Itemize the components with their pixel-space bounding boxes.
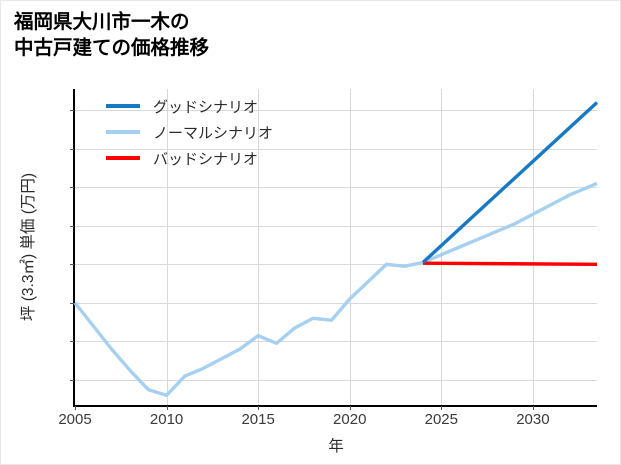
x-tick-label: 2025	[424, 411, 458, 428]
legend-label: バッドシナリオ	[153, 150, 259, 168]
y-tick-mark	[70, 264, 74, 266]
gridline-y	[75, 341, 597, 343]
y-tick-mark	[70, 379, 74, 381]
gridline-y	[75, 225, 597, 227]
x-tick-mark	[441, 406, 443, 410]
y-axis-title: 坪 (3.3㎡) 単価 (万円)	[20, 172, 37, 322]
gridline-y	[75, 379, 597, 381]
legend-item[interactable]: グッドシナリオ	[106, 93, 306, 119]
series-line	[422, 261, 598, 267]
y-tick-mark	[70, 225, 74, 227]
legend-color-swatch	[106, 130, 140, 134]
x-tick-mark	[166, 406, 168, 410]
legend-label: グッドシナリオ	[153, 98, 259, 116]
legend-color-swatch	[106, 104, 140, 108]
y-axis-spine	[73, 89, 75, 405]
x-tick-label: 2005	[58, 411, 92, 428]
gridline-y	[75, 187, 597, 189]
legend-item[interactable]: ノーマルシナリオ	[106, 119, 306, 145]
x-axis-title: 年	[328, 438, 344, 455]
y-tick-mark	[70, 302, 74, 304]
data-lines	[73, 101, 599, 398]
x-tick-mark	[532, 406, 534, 410]
y-tick-mark	[70, 187, 74, 189]
x-axis-spine	[73, 405, 597, 407]
x-tick-label: 2020	[333, 411, 367, 428]
chart-legend: グッドシナリオ ノーマルシナリオ バッドシナリオ	[106, 93, 306, 171]
x-tick-label: 2030	[516, 411, 550, 428]
gridline-y	[75, 148, 597, 150]
x-tick-label: 2010	[149, 411, 184, 428]
gridline-x	[532, 89, 534, 405]
plot-background	[75, 89, 597, 405]
legend-item[interactable]: バッドシナリオ	[106, 145, 306, 171]
gridline-x	[349, 89, 351, 405]
y-tick-mark	[70, 148, 74, 150]
gridline-y	[75, 302, 597, 304]
x-tick-mark	[75, 406, 76, 410]
gridline-y	[75, 110, 597, 112]
x-tick-label: 2015	[241, 411, 275, 428]
legend-label: ノーマルシナリオ	[153, 124, 274, 142]
gridline-y	[75, 264, 597, 266]
gridline-x	[258, 89, 260, 405]
gridline-x	[166, 89, 168, 405]
series-line	[421, 101, 599, 264]
chart-title: 福岡県大川市一木の 中古戸建ての価格推移	[14, 11, 210, 59]
plot-area: 1617181920212223 20052010201520202025203…	[20, 89, 599, 455]
legend-color-swatch	[106, 156, 140, 160]
y-tick-mark	[70, 341, 74, 343]
y-tick-mark	[70, 110, 74, 112]
x-tick-mark	[258, 406, 260, 410]
series-line	[73, 181, 598, 398]
x-tick-mark	[349, 406, 351, 410]
